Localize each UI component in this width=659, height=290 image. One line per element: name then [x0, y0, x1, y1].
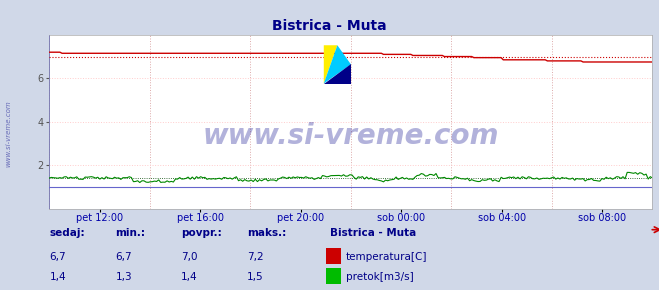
Text: temperatura[C]: temperatura[C]: [346, 251, 428, 262]
Polygon shape: [324, 64, 351, 84]
Text: 1,5: 1,5: [247, 272, 264, 282]
Text: 6,7: 6,7: [115, 251, 132, 262]
Text: Bistrica - Muta: Bistrica - Muta: [272, 19, 387, 33]
Text: pretok[m3/s]: pretok[m3/s]: [346, 272, 414, 282]
Text: 7,0: 7,0: [181, 251, 198, 262]
Text: www.si-vreme.com: www.si-vreme.com: [5, 100, 11, 167]
Text: 1,3: 1,3: [115, 272, 132, 282]
Text: povpr.:: povpr.:: [181, 228, 222, 238]
Polygon shape: [324, 45, 351, 84]
Text: www.si-vreme.com: www.si-vreme.com: [203, 122, 499, 150]
Text: 7,2: 7,2: [247, 251, 264, 262]
Text: 1,4: 1,4: [181, 272, 198, 282]
Text: 6,7: 6,7: [49, 251, 66, 262]
Text: sedaj:: sedaj:: [49, 228, 85, 238]
Text: Bistrica - Muta: Bistrica - Muta: [330, 228, 416, 238]
Polygon shape: [324, 45, 337, 84]
Text: maks.:: maks.:: [247, 228, 287, 238]
Text: 1,4: 1,4: [49, 272, 66, 282]
Text: min.:: min.:: [115, 228, 146, 238]
